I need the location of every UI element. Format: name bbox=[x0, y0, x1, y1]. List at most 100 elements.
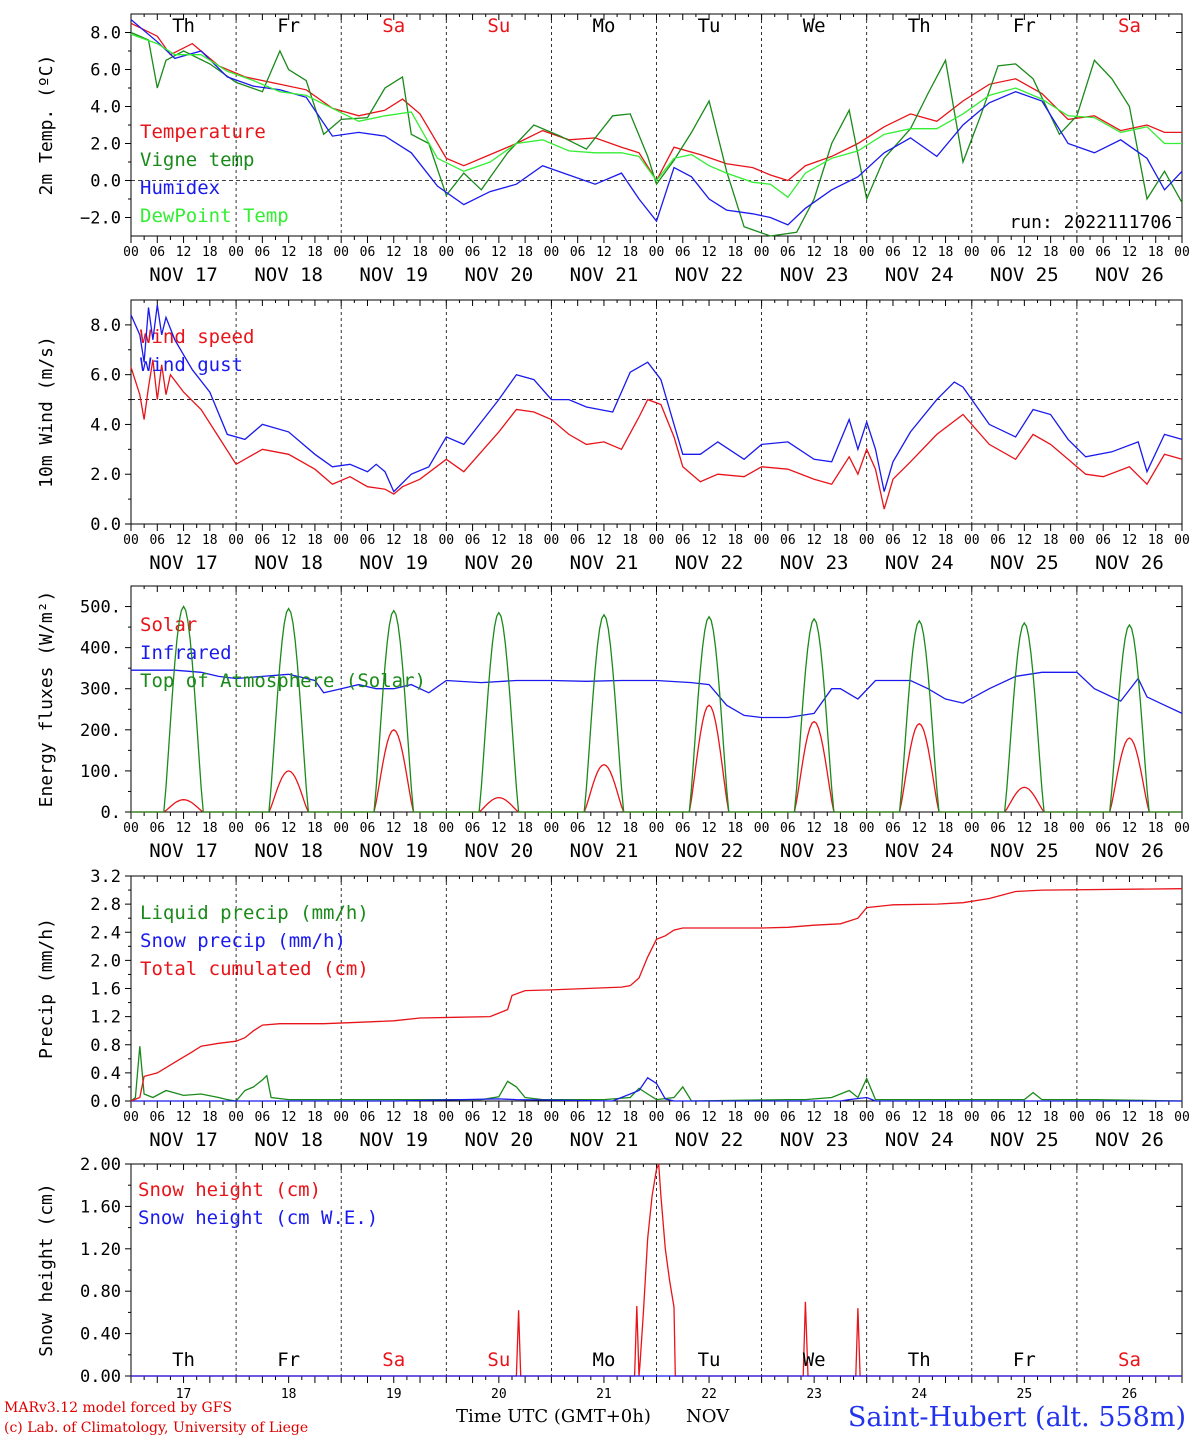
x-hour-label: 18 bbox=[307, 821, 323, 836]
y-tick-label: 500. bbox=[80, 598, 121, 618]
weekday-label-bottom: Sa bbox=[382, 1349, 405, 1371]
station-name: Saint-Hubert (alt. 558m) bbox=[847, 1402, 1186, 1433]
x-hour-label: 12 bbox=[386, 533, 402, 548]
y-tick-label: 6.0 bbox=[90, 366, 121, 386]
x-date-label: NOV 23 bbox=[780, 552, 849, 574]
x-hour-label: 06 bbox=[1095, 821, 1111, 836]
y-tick-label: 1.20 bbox=[80, 1240, 121, 1260]
x-hour-label: 12 bbox=[911, 533, 927, 548]
x-hour-label: 18 bbox=[622, 1110, 638, 1125]
day-number-label: 17 bbox=[176, 1387, 192, 1402]
x-hour-label: 06 bbox=[255, 821, 271, 836]
x-hour-label: 06 bbox=[675, 821, 691, 836]
x-hour-label: 06 bbox=[570, 245, 586, 260]
x-hour-label: 06 bbox=[149, 1110, 165, 1125]
x-hour-label: 00 bbox=[1174, 245, 1190, 260]
run-label: run: 2022111706 bbox=[1009, 212, 1172, 233]
x-hour-label: 06 bbox=[780, 533, 796, 548]
x-hour-label: 12 bbox=[701, 1110, 717, 1125]
x-hour-label: 18 bbox=[517, 821, 533, 836]
x-date-label: NOV 26 bbox=[1095, 1129, 1164, 1151]
x-date-label: NOV 25 bbox=[990, 840, 1059, 862]
day-number-label: 26 bbox=[1122, 1387, 1138, 1402]
x-hour-label: 00 bbox=[1174, 821, 1190, 836]
y-tick-label: 0.4 bbox=[90, 1064, 121, 1084]
weekday-label: Tu bbox=[698, 15, 721, 37]
x-hour-label: 18 bbox=[727, 245, 743, 260]
x-date-label: NOV 19 bbox=[359, 840, 428, 862]
x-hour-label: 00 bbox=[123, 245, 139, 260]
x-hour-label: 00 bbox=[649, 1110, 665, 1125]
y-tick-label: 2.0 bbox=[90, 465, 121, 485]
series-line-snow-precip-mm-h- bbox=[131, 1076, 1182, 1102]
x-hour-label: 18 bbox=[412, 245, 428, 260]
day-number-label: 24 bbox=[911, 1387, 927, 1402]
x-hour-label: 06 bbox=[360, 1110, 376, 1125]
x-hour-label: 12 bbox=[596, 533, 612, 548]
x-date-label: NOV 18 bbox=[254, 552, 323, 574]
x-date-label: NOV 18 bbox=[254, 1129, 323, 1151]
x-hour-label: 00 bbox=[964, 533, 980, 548]
x-hour-label: 18 bbox=[202, 533, 218, 548]
x-hour-label: 18 bbox=[412, 821, 428, 836]
x-hour-label: 18 bbox=[1043, 821, 1059, 836]
x-hour-label: 18 bbox=[1148, 821, 1164, 836]
x-hour-label: 18 bbox=[1148, 533, 1164, 548]
x-hour-label: 06 bbox=[675, 1110, 691, 1125]
x-date-label: NOV 25 bbox=[990, 1129, 1059, 1151]
legend-entry: Snow height (cm) bbox=[138, 1179, 321, 1201]
x-hour-label: 00 bbox=[859, 533, 875, 548]
model-credit: MARv3.12 model forced by GFS bbox=[4, 1400, 233, 1416]
x-date-label: NOV 26 bbox=[1095, 840, 1164, 862]
y-tick-label: 4.0 bbox=[90, 98, 121, 118]
x-hour-label: 18 bbox=[517, 245, 533, 260]
weekday-label: Th bbox=[908, 15, 931, 37]
weekday-label-bottom: Su bbox=[487, 1349, 510, 1371]
x-hour-label: 00 bbox=[438, 533, 454, 548]
x-hour-label: 06 bbox=[780, 1110, 796, 1125]
x-hour-label: 18 bbox=[938, 821, 954, 836]
x-hour-label: 12 bbox=[1122, 821, 1138, 836]
legend-entry: Infrared bbox=[140, 642, 232, 664]
x-hour-label: 12 bbox=[491, 1110, 507, 1125]
x-hour-label: 00 bbox=[1069, 821, 1085, 836]
x-hour-label: 06 bbox=[990, 245, 1006, 260]
x-hour-label: 12 bbox=[806, 1110, 822, 1125]
x-date-label: NOV 26 bbox=[1095, 552, 1164, 574]
x-hour-label: 00 bbox=[964, 821, 980, 836]
weekday-label-bottom: Th bbox=[908, 1349, 931, 1371]
x-hour-label: 06 bbox=[1095, 1110, 1111, 1125]
day-number-label: 20 bbox=[491, 1387, 507, 1402]
x-date-label: NOV 19 bbox=[359, 1129, 428, 1151]
x-hour-label: 18 bbox=[833, 533, 849, 548]
x-hour-label: 12 bbox=[386, 1110, 402, 1125]
x-hour-label: 18 bbox=[938, 533, 954, 548]
x-hour-label: 12 bbox=[1017, 821, 1033, 836]
day-number-label: 23 bbox=[806, 1387, 822, 1402]
x-hour-label: 18 bbox=[517, 533, 533, 548]
x-hour-label: 00 bbox=[228, 1110, 244, 1125]
legend-entry: Humidex bbox=[140, 177, 220, 199]
series-line-dewpoint-temp bbox=[130, 33, 1182, 199]
x-hour-label: 06 bbox=[149, 533, 165, 548]
x-hour-label: 18 bbox=[307, 245, 323, 260]
x-hour-label: 18 bbox=[833, 245, 849, 260]
legend-entry: Snow precip (mm/h) bbox=[140, 930, 346, 952]
weekday-label-bottom: Fr bbox=[1013, 1349, 1036, 1371]
x-hour-label: 12 bbox=[1122, 245, 1138, 260]
x-hour-label: 00 bbox=[544, 821, 560, 836]
x-hour-label: 00 bbox=[228, 533, 244, 548]
x-hour-label: 00 bbox=[544, 245, 560, 260]
x-hour-label: 06 bbox=[255, 533, 271, 548]
series-line-liquid-precip-mm-h- bbox=[130, 1046, 1183, 1102]
day-number-label: 19 bbox=[386, 1387, 402, 1402]
x-hour-label: 00 bbox=[964, 245, 980, 260]
x-hour-label: 06 bbox=[570, 533, 586, 548]
series-line-wind-gust bbox=[130, 304, 1183, 493]
x-date-label: NOV 20 bbox=[465, 264, 534, 286]
x-hour-label: 12 bbox=[386, 245, 402, 260]
weekday-label: Sa bbox=[382, 15, 405, 37]
x-hour-label: 00 bbox=[754, 533, 770, 548]
y-tick-label: 0.0 bbox=[90, 172, 121, 192]
x-hour-label: 06 bbox=[990, 533, 1006, 548]
